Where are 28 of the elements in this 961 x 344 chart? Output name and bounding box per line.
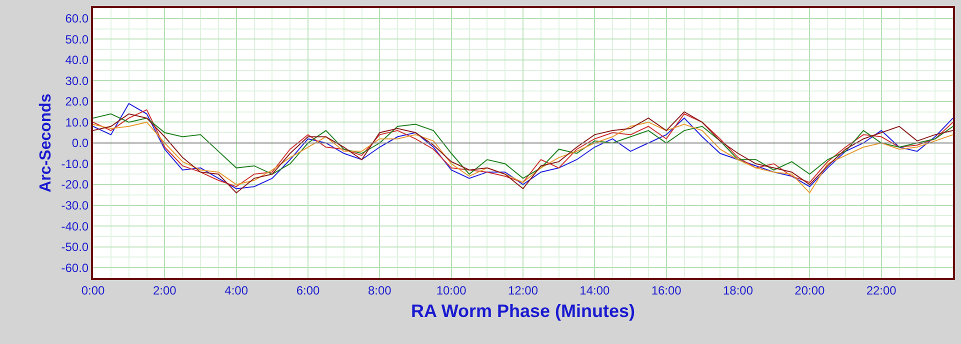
y-tick-label: -10.0 bbox=[61, 156, 89, 171]
y-tick-label: 50.0 bbox=[65, 32, 89, 46]
y-tick-label: -20.0 bbox=[61, 178, 89, 192]
y-tick-label: 20.0 bbox=[65, 94, 89, 109]
line-series bbox=[93, 113, 953, 179]
x-tick-label: 6:00 bbox=[296, 283, 320, 298]
x-tick-label: 0:00 bbox=[81, 283, 105, 298]
x-tick-label: 12:00 bbox=[508, 283, 538, 298]
x-tick-label: 20:00 bbox=[794, 283, 826, 298]
y-tick-label: 10.0 bbox=[65, 115, 89, 130]
y-tick-label: -30.0 bbox=[61, 198, 89, 213]
x-tick-label: 14:00 bbox=[580, 283, 610, 298]
y-tick-label: 0.0 bbox=[72, 136, 89, 150]
x-tick-label: 18:00 bbox=[722, 283, 754, 298]
y-tick-label: -60.0 bbox=[61, 260, 89, 275]
x-tick-label: 16:00 bbox=[651, 283, 682, 298]
y-tick-label: 60.0 bbox=[65, 12, 89, 26]
y-tick-label: -50.0 bbox=[61, 240, 89, 254]
y-tick-label: 40.0 bbox=[65, 53, 89, 68]
y-axis-title: Arc-Seconds bbox=[38, 94, 55, 192]
x-tick-label: 8:00 bbox=[368, 283, 392, 298]
x-tick-label: 4:00 bbox=[224, 283, 248, 298]
y-tick-label: -40.0 bbox=[61, 219, 89, 234]
x-tick-label: 10:00 bbox=[436, 283, 467, 298]
x-tick-label: 22:00 bbox=[866, 283, 897, 298]
x-tick-label: 2:00 bbox=[152, 283, 177, 298]
x-axis-title: RA Worm Phase (Minutes) bbox=[410, 301, 636, 321]
y-tick-label: 30.0 bbox=[65, 74, 89, 88]
